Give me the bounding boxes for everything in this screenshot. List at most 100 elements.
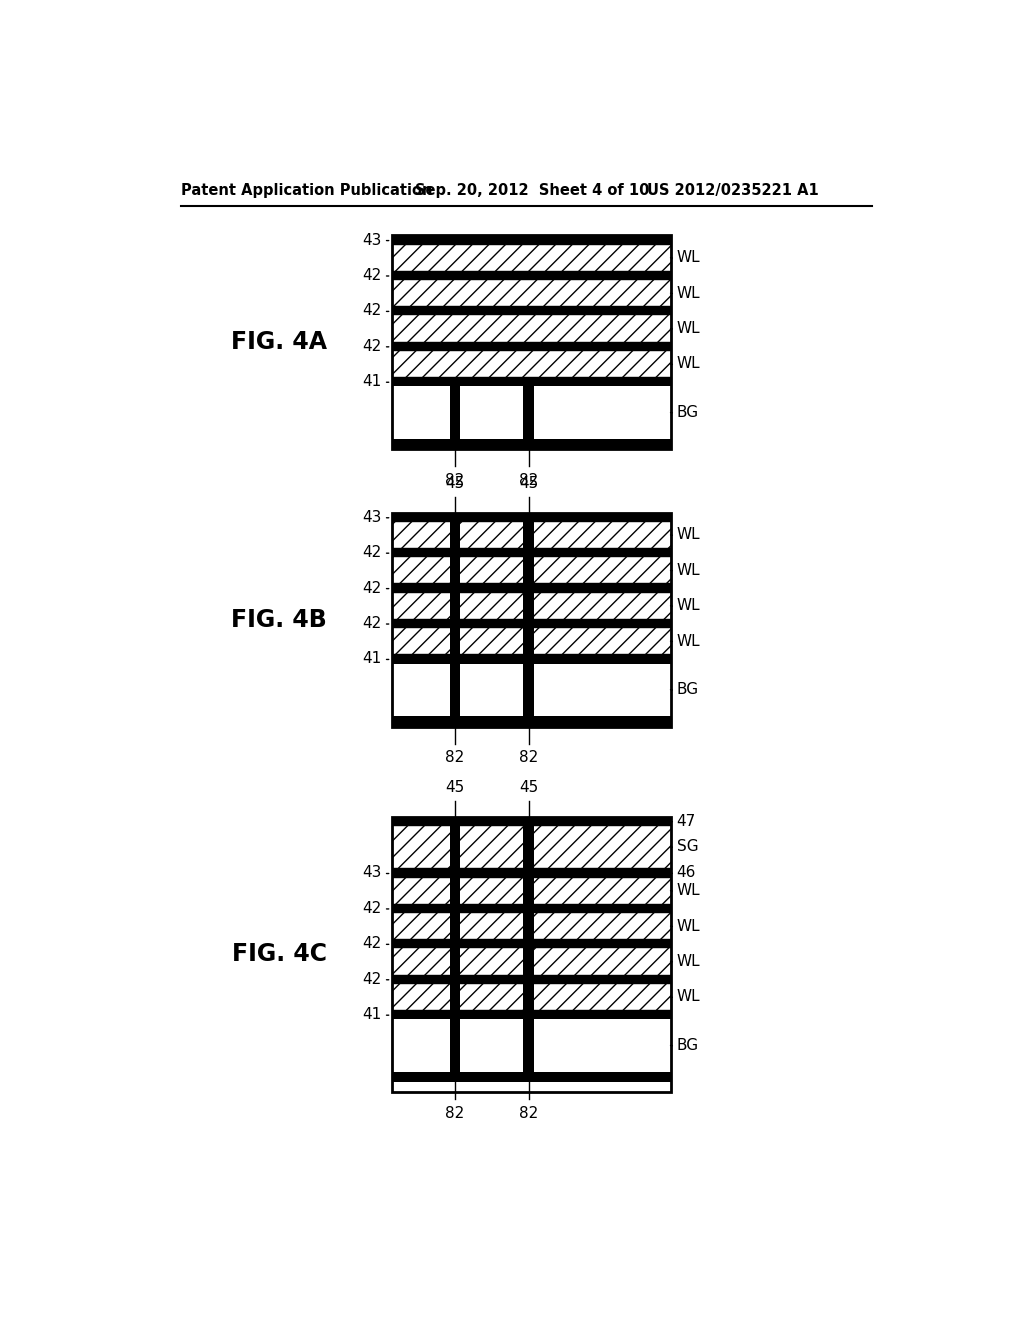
Text: 45: 45 <box>445 780 465 795</box>
Text: WL: WL <box>677 598 700 614</box>
Bar <box>391 512 671 726</box>
Text: 45: 45 <box>519 477 539 491</box>
Text: 46: 46 <box>677 866 696 880</box>
Text: 43: 43 <box>362 510 381 525</box>
Text: WL: WL <box>677 562 700 578</box>
Bar <box>391 235 671 459</box>
Text: 45: 45 <box>445 477 465 491</box>
Bar <box>450 664 461 715</box>
Text: 42: 42 <box>362 616 381 631</box>
Bar <box>391 512 671 521</box>
Text: 43: 43 <box>362 866 381 880</box>
Text: WL: WL <box>677 634 700 648</box>
Text: Sep. 20, 2012  Sheet 4 of 10: Sep. 20, 2012 Sheet 4 of 10 <box>415 183 649 198</box>
Text: 42: 42 <box>362 339 381 354</box>
Bar <box>391 583 671 593</box>
Text: WL: WL <box>677 321 700 337</box>
Bar <box>391 904 671 913</box>
Text: FIG. 4A: FIG. 4A <box>231 330 327 355</box>
Text: BG: BG <box>677 682 698 697</box>
Bar <box>391 342 671 351</box>
Bar <box>391 974 671 983</box>
Bar <box>391 1072 671 1082</box>
Bar <box>391 512 671 521</box>
Bar <box>391 351 671 378</box>
Text: BG: BG <box>677 1038 698 1053</box>
Text: 47: 47 <box>677 814 696 829</box>
Bar <box>450 512 461 664</box>
Text: 41: 41 <box>362 1007 381 1022</box>
Text: 42: 42 <box>362 936 381 952</box>
Bar <box>391 244 671 271</box>
Text: WL: WL <box>677 356 700 371</box>
Text: FIG. 4C: FIG. 4C <box>231 941 327 966</box>
Bar <box>391 655 671 664</box>
Text: 42: 42 <box>362 304 381 318</box>
Bar <box>391 664 450 715</box>
Text: WL: WL <box>677 528 700 543</box>
Text: 82: 82 <box>445 1106 465 1121</box>
Bar <box>391 280 671 306</box>
Text: 41: 41 <box>362 374 381 389</box>
Text: 41: 41 <box>362 651 381 667</box>
Bar <box>391 271 671 280</box>
Bar <box>391 315 671 342</box>
Bar <box>450 1019 461 1072</box>
Text: 42: 42 <box>362 972 381 987</box>
Bar <box>391 235 671 449</box>
Text: 42: 42 <box>362 900 381 916</box>
Bar <box>391 557 671 583</box>
Bar <box>523 826 535 1019</box>
Bar <box>523 512 535 664</box>
Bar <box>391 1010 671 1019</box>
Bar <box>391 438 671 449</box>
Bar <box>391 948 671 974</box>
Bar <box>461 387 523 438</box>
Text: WL: WL <box>677 990 700 1005</box>
Bar <box>450 387 461 438</box>
Bar <box>391 983 671 1010</box>
Bar <box>523 664 535 715</box>
Text: 42: 42 <box>362 581 381 595</box>
Text: WL: WL <box>677 883 700 898</box>
Text: WL: WL <box>677 954 700 969</box>
Bar <box>461 664 523 715</box>
Bar <box>523 512 535 664</box>
Text: BG: BG <box>677 405 698 420</box>
Bar <box>391 1019 450 1072</box>
Bar <box>391 817 671 1092</box>
Text: WL: WL <box>677 251 700 265</box>
Bar <box>391 235 671 244</box>
Bar <box>391 521 671 548</box>
Bar <box>523 1019 535 1072</box>
Text: 43: 43 <box>362 232 381 248</box>
Text: 42: 42 <box>362 268 381 282</box>
Bar <box>391 548 671 557</box>
Bar <box>391 512 671 737</box>
Bar <box>391 869 671 878</box>
Text: 42: 42 <box>362 545 381 560</box>
Bar <box>391 940 671 949</box>
Text: 82: 82 <box>445 473 465 487</box>
Bar <box>391 715 671 726</box>
Bar <box>391 817 671 1092</box>
Text: WL: WL <box>677 285 700 301</box>
Bar <box>391 387 450 438</box>
Text: 82: 82 <box>519 1106 539 1121</box>
Text: 82: 82 <box>519 473 539 487</box>
Bar <box>391 1019 671 1072</box>
Text: US 2012/0235221 A1: US 2012/0235221 A1 <box>647 183 819 198</box>
Bar <box>450 512 461 664</box>
Bar <box>391 387 671 438</box>
Bar <box>391 235 671 244</box>
Text: SG: SG <box>677 840 698 854</box>
Bar <box>391 817 671 826</box>
Bar <box>461 1019 523 1072</box>
Bar <box>391 619 671 628</box>
Bar <box>391 817 671 826</box>
Bar <box>391 628 671 655</box>
Bar <box>391 593 671 619</box>
Text: WL: WL <box>677 919 700 933</box>
Text: 45: 45 <box>519 780 539 795</box>
Text: FIG. 4B: FIG. 4B <box>231 607 327 632</box>
